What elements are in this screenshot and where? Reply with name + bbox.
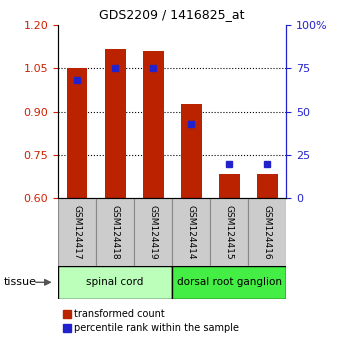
- Text: tissue: tissue: [3, 277, 36, 287]
- Text: GSM124419: GSM124419: [149, 205, 158, 259]
- Bar: [66, 68, 88, 198]
- Text: GSM124418: GSM124418: [110, 205, 120, 259]
- Text: GSM124417: GSM124417: [73, 205, 81, 259]
- Text: GSM124416: GSM124416: [263, 205, 272, 259]
- Text: GSM124415: GSM124415: [225, 205, 234, 259]
- Text: spinal cord: spinal cord: [86, 277, 144, 287]
- Bar: [143, 51, 164, 198]
- Bar: [181, 104, 202, 198]
- Bar: [172, 266, 286, 299]
- Bar: [58, 198, 96, 266]
- Title: GDS2209 / 1416825_at: GDS2209 / 1416825_at: [100, 8, 245, 21]
- Bar: [219, 174, 240, 198]
- Bar: [134, 198, 172, 266]
- Bar: [210, 198, 248, 266]
- Text: GSM124414: GSM124414: [187, 205, 196, 259]
- Bar: [58, 266, 172, 299]
- Bar: [248, 198, 286, 266]
- Bar: [105, 49, 125, 198]
- Legend: transformed count, percentile rank within the sample: transformed count, percentile rank withi…: [63, 309, 239, 333]
- Bar: [96, 198, 134, 266]
- Text: dorsal root ganglion: dorsal root ganglion: [177, 277, 282, 287]
- Bar: [172, 198, 210, 266]
- Bar: [257, 174, 278, 198]
